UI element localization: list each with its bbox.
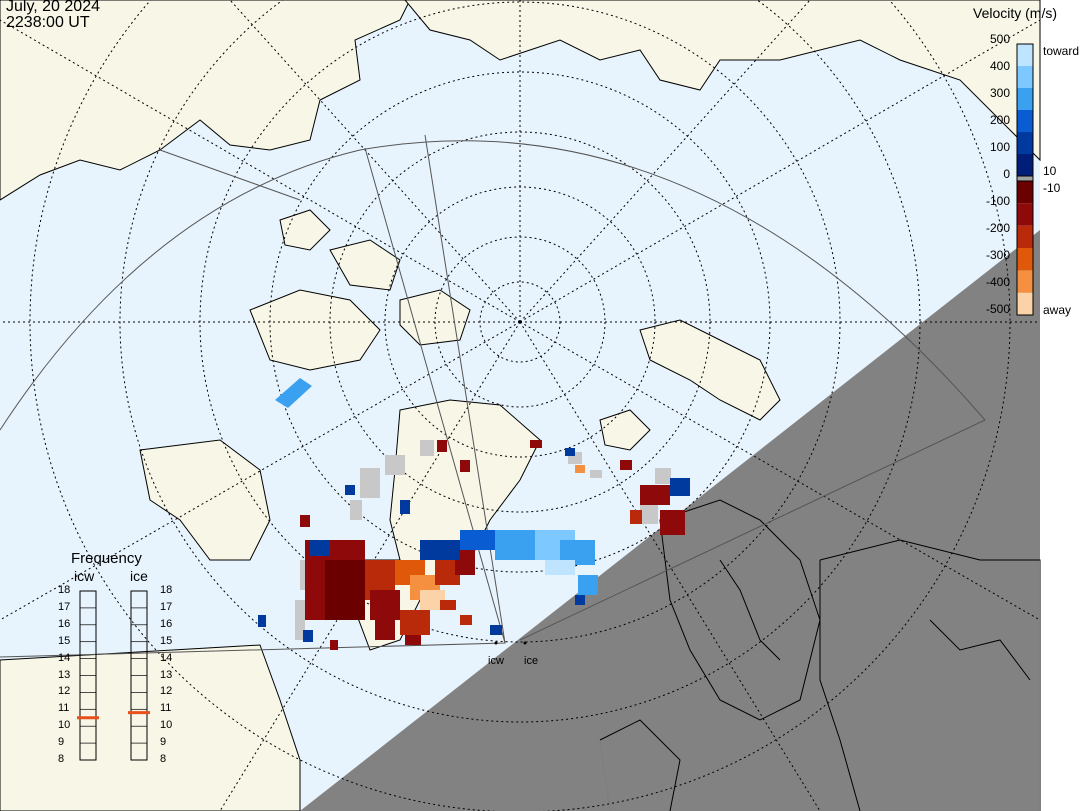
frequency-scale-label: 13 [58, 668, 71, 681]
site-label-icw: icw [488, 655, 504, 667]
colorbar-swatch [1017, 248, 1033, 271]
ground-scatter [295, 440, 671, 640]
colorbar-toward-label: toward [1043, 44, 1080, 58]
frequency-title: Frequency [71, 550, 142, 567]
frequency-scale-label: 10 [58, 719, 71, 732]
radar-fov [0, 134, 986, 658]
radar-sites [494, 641, 527, 645]
frequency-scale-label: 13 [160, 668, 173, 681]
frequency-scale-label: 18 [160, 584, 173, 596]
colorbar-swatch [1017, 292, 1033, 315]
colorbar-tick: 400 [989, 59, 1010, 73]
frequency-scale-label: 14 [58, 651, 71, 664]
frequency-scale-label: 9 [160, 736, 167, 749]
colorbar-tick: 200 [989, 113, 1010, 127]
frequency-radar-icw: icw [74, 568, 95, 584]
frequency-scale-label: 14 [160, 651, 173, 664]
colorbar-tick: 300 [989, 86, 1010, 100]
colorbar-swatch [1017, 203, 1033, 226]
frequency-scale-label: 12 [160, 685, 173, 698]
frequency-scale-label: 15 [58, 634, 71, 647]
frequency-scale-label: 16 [160, 617, 173, 630]
site-label-ice: ice [524, 655, 539, 667]
frequency-scale-label: 12 [58, 685, 71, 698]
frequency-scale-label: 8 [58, 753, 65, 765]
colorbar-swatch [1017, 132, 1033, 154]
colorbar-tick: -200 [985, 221, 1010, 235]
frequency-scale-label: 18 [58, 584, 71, 596]
colorbar-tick: 100 [989, 140, 1010, 154]
frequency-scale-label: 16 [58, 617, 71, 630]
colorbar-tick: -400 [985, 275, 1010, 289]
away-velocity-cells [300, 440, 685, 650]
colorbar-title: Velocity (m/s) [973, 5, 1058, 21]
colorbar-away-label: away [1043, 303, 1072, 317]
night-coastlines [599, 499, 1040, 811]
frequency-scale-label: 10 [160, 719, 173, 732]
frequency-scale-label: 8 [160, 753, 167, 765]
frequency-scales [77, 590, 150, 761]
colorbar-tick: -300 [985, 248, 1010, 262]
frequency-scale-label: 9 [58, 736, 65, 749]
colorbar-swatch [1017, 225, 1033, 248]
colorbar-swatch [1017, 110, 1033, 132]
frequency-radar-ice: ice [130, 568, 148, 584]
time-label: 2238:00 UT [6, 14, 90, 31]
colorbar-tick: -100 [985, 194, 1010, 208]
date-label: July, 20 2024 [6, 0, 100, 15]
frequency-scale-label: 17 [58, 600, 71, 613]
meridians [0, 0, 1041, 811]
colorbar-neg-threshold: -10 [1043, 181, 1061, 195]
colorbar-swatch [1017, 66, 1033, 88]
frequency-scale-label: 11 [58, 702, 70, 715]
frequency-scale-label: 17 [160, 600, 173, 613]
colorbar-tick: 500 [989, 32, 1010, 46]
colorbar-swatch [1017, 181, 1033, 204]
colorbar-swatch [1017, 154, 1033, 176]
frequency-scale-label: 11 [160, 702, 172, 715]
toward-velocity-cells [258, 378, 690, 642]
colorbar-tick: -500 [985, 302, 1010, 316]
colorbar-pos-threshold: 10 [1043, 164, 1057, 178]
colorbar-swatch [1017, 88, 1033, 110]
frequency-scale-label: 15 [160, 634, 173, 647]
colorbar-tick: 0 [1003, 167, 1010, 181]
colorbar-swatch [1017, 270, 1033, 293]
velocity-colorbar [1016, 43, 1034, 316]
colorbar-swatch [1017, 44, 1033, 66]
